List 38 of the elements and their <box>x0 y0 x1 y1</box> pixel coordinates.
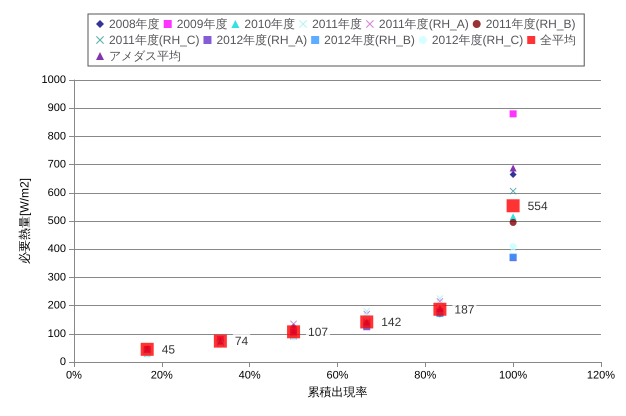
x-tick-label: 20% <box>150 370 174 382</box>
y-tick-label: 700 <box>48 158 66 171</box>
x-tick-label: 60% <box>326 370 349 382</box>
legend-label: 2011年度(RH_B) <box>486 17 576 31</box>
y-tick-label: 400 <box>48 243 66 256</box>
y-tick-label: 900 <box>48 102 66 114</box>
y-tick-label: 300 <box>48 271 66 284</box>
y-tick-label: 600 <box>48 186 66 199</box>
x-tick-label: 80% <box>414 370 437 382</box>
legend-label: 2012年度(RH_A) <box>216 33 308 47</box>
x-tick-label: 0% <box>66 370 82 382</box>
data-label: 107 <box>308 324 328 339</box>
data-label: 554 <box>528 198 548 213</box>
legend-label: 2008年度 <box>109 17 160 31</box>
y-tick-label: 200 <box>48 300 66 312</box>
x-tick-label: 100% <box>499 370 528 382</box>
legend-label: 2011年度(RH_A) <box>378 17 469 31</box>
data-label: 74 <box>234 334 249 348</box>
data-label: 45 <box>162 342 176 356</box>
legend-label: 2009年度 <box>176 17 228 31</box>
legend-label: 2010年度 <box>244 17 296 31</box>
y-tick-label: 0 <box>60 356 66 368</box>
legend-label: 2011年度 <box>312 17 362 31</box>
y-tick-label: 500 <box>48 215 66 227</box>
legend-label: 2012年度(RH_C) <box>432 33 524 47</box>
x-tick-label: 40% <box>238 370 261 382</box>
y-axis-title: 必要熱量[W/m2] <box>18 178 32 264</box>
data-label: 142 <box>381 314 402 329</box>
data-label: 187 <box>454 302 475 316</box>
legend-label: 2012年度(RH_B) <box>324 33 415 47</box>
x-axis-title: 累積出現率 <box>307 385 368 399</box>
y-tick-label: 800 <box>48 130 66 142</box>
y-tick-label: 100 <box>48 328 66 340</box>
legend-label: アメダス平均 <box>109 49 181 63</box>
x-tick-label: 120% <box>586 370 616 382</box>
y-tick-label: 1000 <box>42 74 66 86</box>
legend-label: 2011年度(RH_C) <box>109 33 200 47</box>
legend-label: 全平均 <box>540 33 576 47</box>
